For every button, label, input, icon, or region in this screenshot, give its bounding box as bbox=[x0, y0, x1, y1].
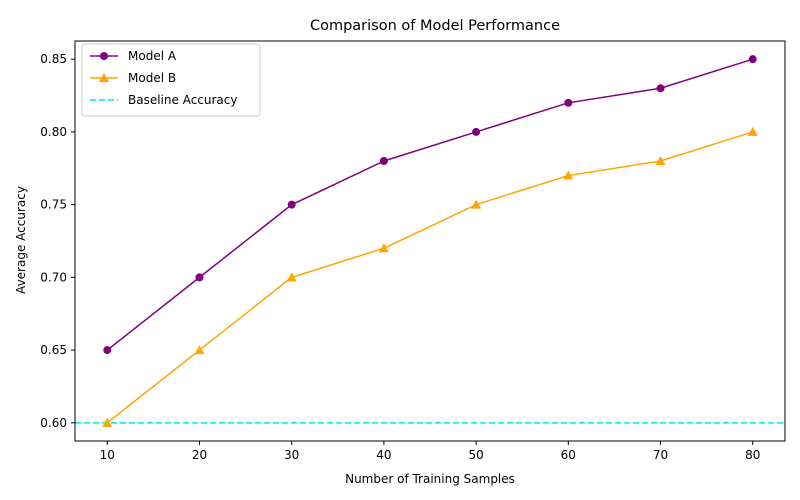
plot-area bbox=[75, 55, 785, 427]
y-tick-label: 0.80 bbox=[40, 125, 67, 139]
data-point bbox=[656, 84, 665, 93]
data-point bbox=[655, 156, 666, 165]
x-tick-label: 40 bbox=[376, 448, 391, 462]
data-point bbox=[471, 199, 482, 209]
axes: 10 20 30 40 50 60 70 80 0.60 0.65 0.70 0.75 0.80 0.85 bbox=[40, 40, 786, 462]
x-tick-label: 50 bbox=[468, 448, 483, 462]
legend-box bbox=[81, 43, 261, 117]
data-point bbox=[378, 243, 389, 253]
y-tick-label: 0.85 bbox=[40, 52, 67, 66]
legend-label: Model A bbox=[128, 49, 177, 63]
y-tick-label: 0.65 bbox=[40, 343, 67, 357]
data-point bbox=[287, 200, 296, 209]
data-point bbox=[286, 272, 297, 282]
legend-label: Baseline Accuracy bbox=[128, 93, 237, 107]
x-axis-label: Number of Training Samples bbox=[345, 472, 515, 486]
x-tick-label: 70 bbox=[653, 448, 668, 462]
legend-marker bbox=[100, 52, 108, 60]
x-tick-label: 20 bbox=[192, 448, 207, 462]
data-point bbox=[379, 157, 388, 165]
x-tick-label: 60 bbox=[561, 448, 576, 462]
data-point bbox=[748, 55, 757, 64]
x-tick-label: 10 bbox=[100, 448, 115, 462]
legend-marker bbox=[99, 73, 109, 82]
plot-frame bbox=[74, 40, 786, 442]
data-point bbox=[102, 417, 113, 427]
data-point bbox=[103, 346, 112, 355]
legend-label: Model B bbox=[128, 71, 176, 85]
y-tick-label: 0.75 bbox=[40, 198, 67, 212]
y-tick-label: 0.70 bbox=[40, 270, 67, 284]
data-point bbox=[195, 273, 204, 282]
data-point bbox=[563, 170, 574, 180]
data-point bbox=[564, 98, 573, 107]
data-point bbox=[194, 345, 205, 355]
y-tick-label: 0.60 bbox=[40, 416, 67, 430]
chart-title: Comparison of Model Performance bbox=[310, 18, 560, 34]
data-point bbox=[472, 127, 481, 136]
x-tick-label: 80 bbox=[745, 448, 760, 462]
series-line-1 bbox=[106, 58, 753, 351]
series-line-2 bbox=[106, 131, 753, 424]
y-axis-label: Average Accuracy bbox=[14, 186, 28, 294]
x-tick-label: 30 bbox=[284, 448, 299, 462]
data-point bbox=[747, 126, 758, 136]
legend: Model A Model B Baseline Accuracy bbox=[81, 43, 261, 117]
